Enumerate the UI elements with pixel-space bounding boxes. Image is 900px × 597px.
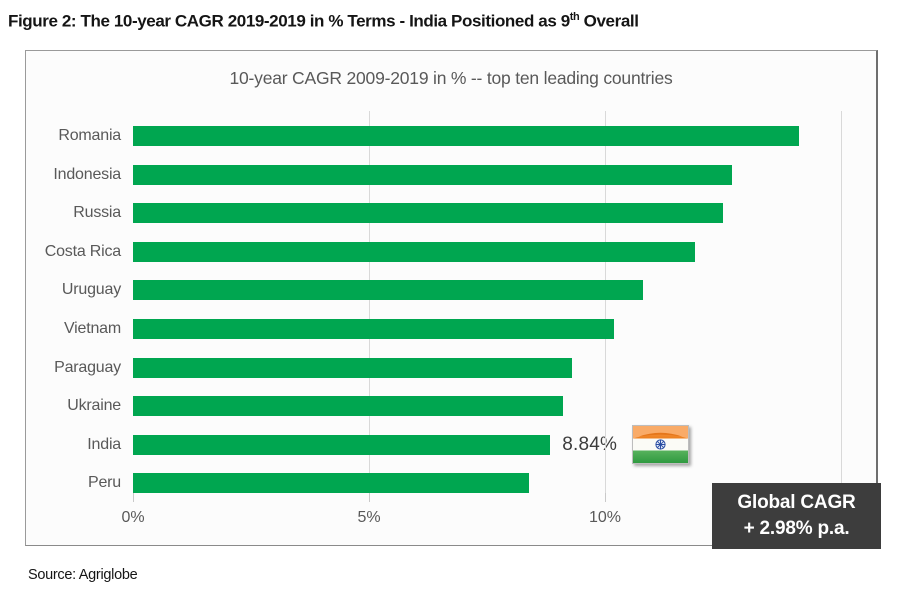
chart-frame: 10-year CAGR 2009-2019 in % -- top ten l…	[25, 50, 878, 546]
bar-indonesia	[133, 164, 733, 185]
india-value-label: 8.84%	[562, 433, 618, 455]
bar-costa-rica	[133, 241, 695, 262]
global-cagr-callout: Global CAGR + 2.98% p.a.	[712, 483, 881, 549]
axis-tick-10pct	[604, 493, 606, 502]
figure-caption-superscript: th	[569, 11, 580, 23]
category-label-uruguay: Uruguay	[61, 281, 121, 299]
source-note: Source: Agriglobe	[28, 567, 138, 583]
figure-caption-suffix: Overall	[579, 11, 639, 31]
x-tick-label-0pct: 0%	[121, 509, 145, 526]
category-label-vietnam: Vietnam	[63, 320, 121, 337]
india-annotation: 8.84%	[562, 425, 690, 465]
category-label-russia: Russia	[73, 204, 121, 222]
x-tick-label-10pct: 10%	[588, 509, 622, 526]
global-cagr-line2: + 2.98% p.a.	[743, 518, 850, 539]
category-label-peru: Peru	[88, 474, 121, 492]
bar-vietnam	[133, 319, 615, 339]
axis-tick-5pct	[368, 493, 370, 502]
bar-uruguay	[133, 280, 643, 301]
category-label-costa-rica: Costa Rica	[44, 242, 121, 260]
x-tick-label-5pct: 5%	[357, 509, 381, 526]
gridline-10pct	[604, 111, 606, 493]
bar-paraguay	[133, 357, 572, 378]
category-label-ukraine: Ukraine	[67, 397, 121, 415]
gridline-5pct	[368, 111, 370, 493]
chart-title: 10-year CAGR 2009-2019 in % -- top ten l…	[229, 68, 673, 88]
bar-romania	[133, 126, 799, 146]
category-label-indonesia: Indonesia	[53, 165, 121, 183]
category-label-paraguay: Paraguay	[54, 358, 121, 376]
plot-area: 8.84%	[45, 111, 865, 526]
gridline-15pct	[840, 111, 842, 493]
category-label-romania: Romania	[58, 127, 121, 144]
bar-ukraine	[133, 396, 563, 417]
bar-russia	[133, 203, 723, 224]
bar-peru	[133, 473, 530, 494]
global-cagr-line1: Global CAGR	[737, 492, 856, 513]
category-label-india: India	[87, 435, 121, 453]
figure-caption-text: Figure 2: The 10-year CAGR 2019-2019 in …	[8, 11, 570, 31]
india-flag-icon	[632, 425, 690, 465]
figure-caption: Figure 2: The 10-year CAGR 2019-2019 in …	[8, 11, 888, 32]
bar-india	[133, 434, 551, 455]
axis-tick-0pct	[132, 493, 134, 502]
